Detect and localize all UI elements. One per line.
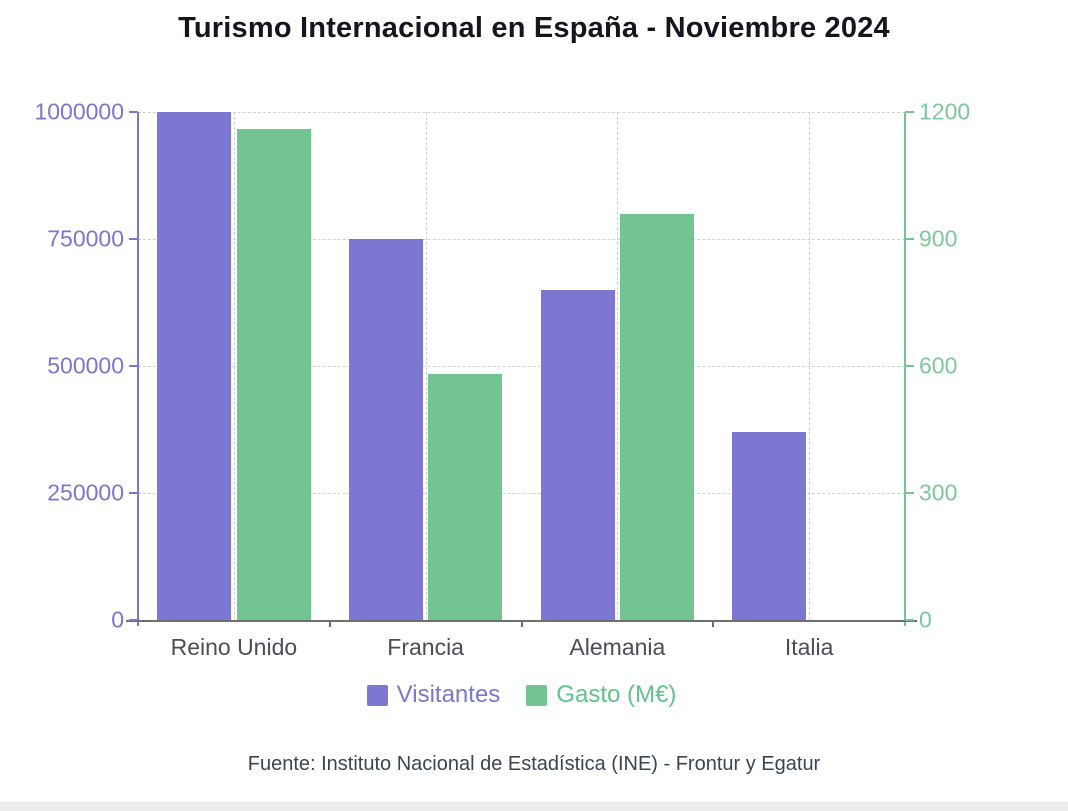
right-axis-tick (905, 365, 914, 367)
right-axis-tick (905, 492, 914, 494)
right-axis-tick (905, 111, 914, 113)
left-axis-tick-label: 1000000 (34, 98, 124, 125)
left-axis-tick-label: 750000 (47, 225, 124, 252)
gridline-horizontal (138, 239, 905, 240)
legend-item-gasto[interactable]: Gasto (M€) (526, 681, 676, 709)
left-axis-tick (129, 238, 138, 240)
left-axis-line (137, 112, 139, 626)
category-label-italia: Italia (784, 634, 834, 660)
right-axis-tick-label: 600 (919, 352, 958, 379)
gridline-vertical (425, 112, 427, 620)
gridline-horizontal (138, 366, 905, 367)
right-axis-tick-label: 900 (919, 225, 958, 252)
bar-visitantes-alemania[interactable] (540, 289, 615, 620)
gridline-vertical (233, 112, 235, 620)
chart-legend: Visitantes Gasto (M€) (0, 681, 1043, 709)
right-axis-tick-label: 300 (919, 479, 958, 506)
gridline-horizontal (138, 112, 905, 113)
visitantes-swatch-icon (366, 684, 388, 706)
bar-visitantes-italia[interactable] (732, 432, 807, 620)
bar-gasto-m-reino-unido[interactable] (236, 128, 311, 620)
category-label-francia: Francia (387, 634, 464, 660)
left-axis-tick-label: 250000 (47, 479, 124, 506)
category-label-reino-unido: Reino Unido (170, 634, 298, 660)
left-axis-tick (129, 365, 138, 367)
right-axis-tick-label: 1200 (919, 98, 971, 125)
left-axis-tick-label: 0 (111, 606, 124, 633)
gridline-vertical (617, 112, 619, 620)
legend-label-visitantes: Visitantes (396, 681, 501, 708)
gasto-swatch-icon (526, 684, 548, 706)
x-axis-tick (520, 620, 523, 627)
bar-visitantes-francia[interactable] (348, 239, 423, 620)
x-axis-tick (328, 620, 331, 627)
right-axis-line (904, 112, 906, 626)
left-axis-tick (129, 492, 138, 494)
gridline-vertical (809, 112, 811, 620)
right-axis-tick (905, 619, 914, 621)
bar-gasto-m-alemania[interactable] (620, 213, 695, 620)
x-axis-tick (712, 620, 715, 627)
legend-item-visitantes[interactable]: Visitantes (366, 681, 501, 709)
legend-label-gasto: Gasto (M€) (556, 681, 677, 708)
right-axis-tick (905, 238, 914, 240)
source-attribution: Fuente: Instituto Nacional de Estadístic… (247, 753, 821, 775)
chart-title: Turismo Internacional en España - Noviem… (178, 12, 890, 44)
left-axis-tick-label: 500000 (47, 352, 124, 379)
gridline-horizontal (138, 493, 905, 494)
bar-gasto-m-francia[interactable] (428, 374, 503, 620)
left-axis-tick (129, 111, 138, 113)
bar-visitantes-reino-unido[interactable] (157, 112, 232, 620)
category-label-alemania: Alemania (569, 634, 666, 660)
right-axis-tick-label: 0 (919, 606, 932, 633)
left-axis-tick (129, 619, 138, 621)
bottom-divider (0, 802, 1068, 811)
